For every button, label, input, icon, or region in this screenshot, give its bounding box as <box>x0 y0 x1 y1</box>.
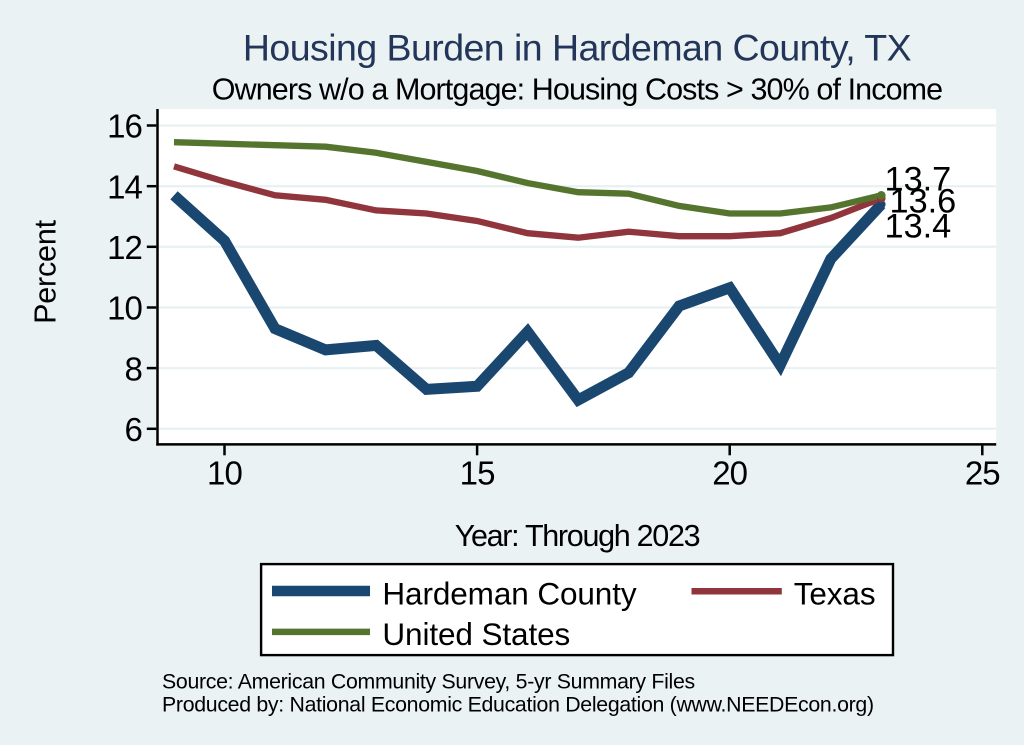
svg-text:Percent: Percent <box>29 219 63 323</box>
svg-text:16: 16 <box>107 108 142 145</box>
svg-text:13.7: 13.7 <box>885 160 952 198</box>
svg-text:25: 25 <box>965 455 1000 492</box>
svg-text:8: 8 <box>125 350 142 387</box>
svg-text:Texas: Texas <box>794 576 876 612</box>
svg-text:13.4: 13.4 <box>885 208 952 246</box>
svg-text:United States: United States <box>382 616 570 652</box>
svg-text:20: 20 <box>712 455 747 492</box>
svg-text:Housing Burden in Hardeman Cou: Housing Burden in Hardeman County, TX <box>243 26 912 68</box>
svg-text:Owners w/o a Mortgage: Housing: Owners w/o a Mortgage: Housing Costs > 3… <box>212 73 942 107</box>
svg-text:12: 12 <box>107 229 142 266</box>
svg-text:Produced by: National Economic: Produced by: National Economic Education… <box>162 692 874 716</box>
svg-text:Source: American Community Sur: Source: American Community Survey, 5-yr … <box>162 669 695 693</box>
svg-text:6: 6 <box>125 411 142 448</box>
svg-text:14: 14 <box>107 168 142 205</box>
svg-text:15: 15 <box>460 455 495 492</box>
svg-text:10: 10 <box>207 455 242 492</box>
svg-text:Year: Through 2023: Year: Through 2023 <box>455 519 700 553</box>
svg-text:Hardeman County: Hardeman County <box>382 576 636 612</box>
svg-text:13.6: 13.6 <box>890 183 957 221</box>
svg-text:10: 10 <box>107 290 142 327</box>
